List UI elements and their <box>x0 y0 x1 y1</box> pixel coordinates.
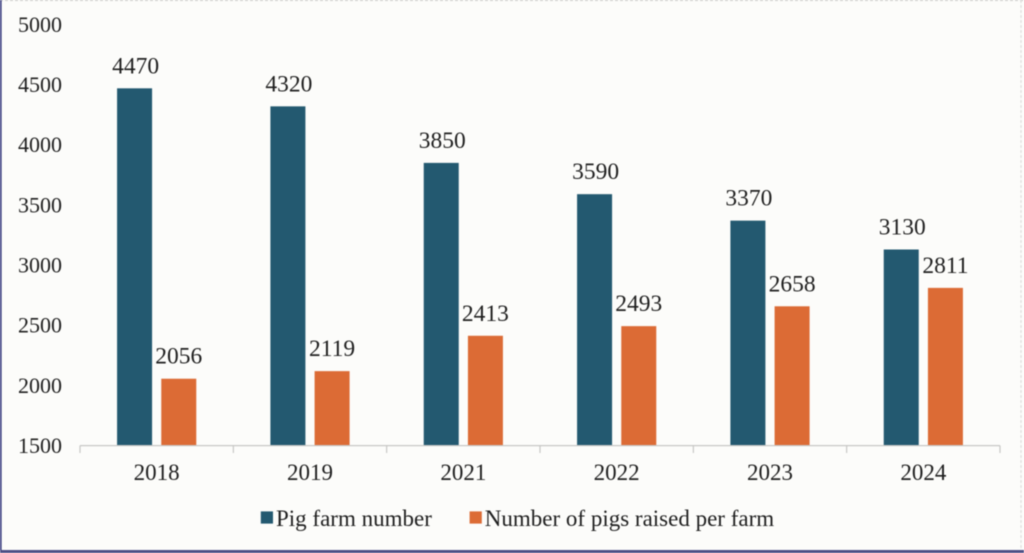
svg-text:4470: 4470 <box>112 53 159 79</box>
svg-text:3850: 3850 <box>419 128 466 154</box>
svg-text:3370: 3370 <box>725 186 772 212</box>
svg-text:3500: 3500 <box>18 192 62 217</box>
svg-text:2000: 2000 <box>18 373 62 398</box>
svg-text:3000: 3000 <box>18 252 62 277</box>
svg-text:2022: 2022 <box>594 460 640 485</box>
svg-text:2493: 2493 <box>615 291 662 317</box>
svg-text:2021: 2021 <box>440 460 486 485</box>
svg-text:Pig farm number: Pig farm number <box>276 506 432 531</box>
svg-text:2658: 2658 <box>769 271 816 297</box>
svg-text:2413: 2413 <box>462 301 509 327</box>
svg-text:4000: 4000 <box>18 132 62 157</box>
svg-text:4320: 4320 <box>265 71 312 97</box>
svg-text:Number of pigs raised per farm: Number of pigs raised per farm <box>485 506 774 531</box>
svg-text:2018: 2018 <box>134 460 180 485</box>
svg-text:2019: 2019 <box>287 460 333 485</box>
svg-text:1500: 1500 <box>18 433 62 458</box>
svg-text:2056: 2056 <box>155 344 202 370</box>
svg-text:3590: 3590 <box>572 159 619 185</box>
svg-text:4500: 4500 <box>18 72 62 97</box>
svg-text:2500: 2500 <box>18 313 62 338</box>
svg-text:3130: 3130 <box>879 215 926 241</box>
svg-text:2023: 2023 <box>747 460 793 485</box>
svg-text:2811: 2811 <box>922 253 968 279</box>
svg-text:5000: 5000 <box>18 12 62 37</box>
svg-text:2024: 2024 <box>900 460 947 485</box>
svg-text:2119: 2119 <box>309 336 355 362</box>
